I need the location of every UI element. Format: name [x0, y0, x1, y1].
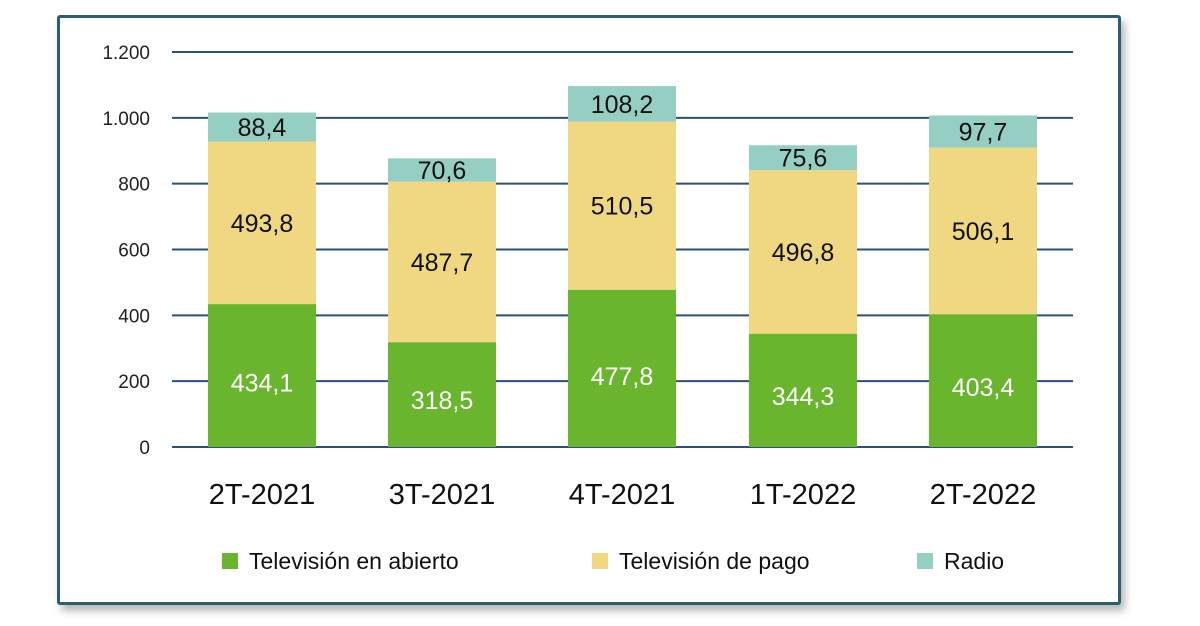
bar-stack: 477,8 510,5 108,2: [568, 86, 676, 447]
bar-stack: 344,3 496,8 75,6: [749, 145, 857, 447]
y-tick-label: 1.200: [102, 43, 150, 64]
data-label: 403,4: [952, 374, 1015, 402]
data-label: 344,3: [772, 383, 835, 411]
data-label: 477,8: [591, 363, 654, 391]
legend-swatch: [222, 553, 238, 569]
legend-item: Radio: [917, 548, 1004, 574]
data-label: 75,6: [779, 145, 828, 173]
y-tick-label: 400: [118, 306, 150, 327]
y-tick-label: 800: [118, 175, 150, 196]
legend-swatch: [917, 553, 933, 569]
data-label: 493,8: [231, 210, 294, 238]
bars: 434,1 493,8 88,4 318,5 487,7 70,6 477,8 510,5 10…: [208, 86, 1037, 447]
bar-stack: 434,1 493,8 88,4: [208, 112, 316, 447]
bar-segment: [568, 86, 676, 122]
y-tick-label: 200: [118, 372, 150, 393]
bar-segment: [208, 141, 316, 305]
bar-stack: 403,4 506,1 97,7: [929, 115, 1037, 447]
legend-label: Radio: [944, 548, 1004, 574]
data-label: 487,7: [411, 249, 474, 277]
legend-label: Televisión en abierto: [249, 548, 459, 574]
data-label: 88,4: [238, 114, 287, 142]
data-label: 434,1: [231, 370, 294, 398]
bar-segment: [929, 147, 1037, 315]
y-axis: 0 200 400 600 800 1.000 1.200: [102, 43, 150, 459]
legend-label: Televisión de pago: [619, 548, 810, 574]
y-tick-label: 0: [139, 438, 150, 459]
y-tick-label: 1.000: [102, 109, 150, 130]
y-tick-label: 600: [118, 241, 150, 262]
legend-swatch: [592, 553, 608, 569]
bar-segment: [929, 314, 1037, 447]
x-tick-label: 4T-2021: [569, 479, 675, 511]
data-label: 108,2: [591, 91, 654, 119]
bar-segment: [568, 121, 676, 290]
bar-segment: [388, 158, 496, 182]
legend: Televisión en abierto Televisión de pago R…: [222, 548, 1004, 574]
x-tick-label: 2T-2021: [209, 479, 315, 511]
data-label: 506,1: [952, 218, 1015, 246]
bar-stack: 318,5 487,7 70,6: [388, 157, 496, 447]
legend-item: Televisión en abierto: [222, 548, 459, 574]
data-label: 510,5: [591, 193, 654, 221]
x-tick-label: 3T-2021: [389, 479, 495, 511]
data-label: 70,6: [418, 157, 467, 185]
x-tick-label: 1T-2022: [750, 479, 856, 511]
x-axis: 2T-2021 3T-2021 4T-2021 1T-2022 2T-2022: [209, 479, 1036, 511]
bar-segment: [388, 342, 496, 447]
bar-segment: [208, 112, 316, 142]
bar-segment: [749, 145, 857, 171]
bar-segment: [568, 289, 676, 447]
bar-segment: [929, 115, 1037, 148]
data-label: 318,5: [411, 387, 474, 415]
data-label: 496,8: [772, 239, 835, 267]
legend-item: Televisión de pago: [592, 548, 810, 574]
data-label: 97,7: [959, 119, 1008, 147]
bar-segment: [388, 181, 496, 343]
bar-segment: [749, 170, 857, 334]
bar-segment: [208, 304, 316, 447]
x-tick-label: 2T-2022: [930, 479, 1036, 511]
bar-segment: [749, 333, 857, 447]
